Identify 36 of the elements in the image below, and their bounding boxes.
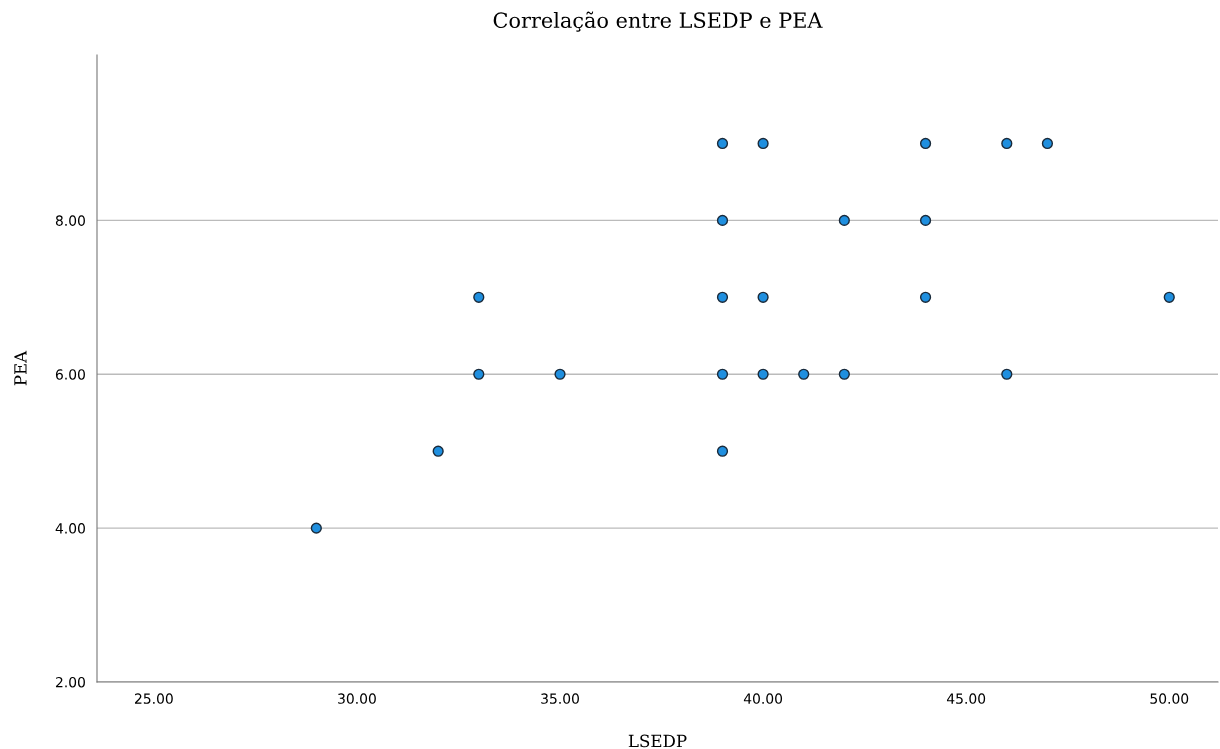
point	[716, 445, 729, 457]
x-tick-label: 45.00	[946, 693, 986, 704]
point	[757, 291, 769, 303]
point	[798, 368, 810, 380]
point	[838, 368, 850, 380]
x-axis-title: LSEDP	[628, 734, 687, 748]
point	[1163, 291, 1175, 303]
y-tick-label: 4.00	[55, 523, 85, 534]
point	[1001, 368, 1013, 380]
x-tick-label: 50.00	[1150, 693, 1189, 704]
y-tick-label: 2.00	[55, 676, 85, 688]
point	[919, 137, 932, 150]
x-tick-label: 40.00	[743, 693, 783, 704]
point	[757, 137, 769, 150]
point	[919, 214, 932, 227]
point	[1001, 137, 1013, 150]
point	[757, 368, 769, 380]
x-tick-label: 30.00	[338, 693, 376, 704]
y-axis-title: PEA	[14, 350, 27, 386]
point	[1041, 137, 1054, 150]
point	[838, 214, 850, 227]
y-tick-label: 8.00	[55, 215, 85, 226]
x-tick-label: 35.00	[541, 693, 579, 704]
point	[432, 445, 444, 457]
point	[716, 137, 729, 150]
point	[716, 291, 729, 303]
x-tick-label: 25.00	[135, 693, 173, 704]
point	[473, 291, 485, 303]
chart-title: Correlação entre LSEDP e PEA	[493, 11, 823, 32]
point	[919, 291, 932, 303]
point	[310, 522, 322, 534]
point	[716, 214, 729, 227]
point	[716, 368, 729, 380]
point	[473, 368, 485, 380]
y-tick-label: 6.00	[55, 369, 85, 380]
point	[554, 368, 566, 380]
